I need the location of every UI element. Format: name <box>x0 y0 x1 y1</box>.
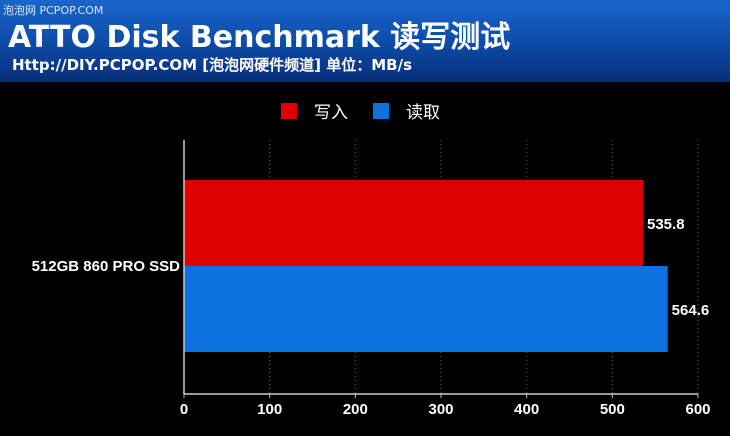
legend: 写入 读取 <box>281 103 440 123</box>
axes <box>183 140 699 398</box>
x-tick-label: 100 <box>257 401 282 418</box>
chart-header: 泡泡网 PCPOP.COM ATTO Disk Benchmark 读写测试 H… <box>0 0 730 82</box>
bar-value-label: 535.8 <box>647 216 685 233</box>
legend-swatch <box>373 103 389 119</box>
watermark: 泡泡网 PCPOP.COM <box>3 4 104 17</box>
chart-subtitle: Http://DIY.PCPOP.COM [泡泡网硬件频道] 单位：MB/s <box>12 56 412 74</box>
legend-label: 读取 <box>406 103 440 123</box>
x-tick-label: 500 <box>600 401 625 418</box>
x-tick-label: 0 <box>180 401 188 418</box>
legend-swatch <box>281 103 297 119</box>
legend-label: 写入 <box>314 103 348 123</box>
bar-write <box>184 180 644 266</box>
x-tick-label: 200 <box>343 401 368 418</box>
bar-value-label: 564.6 <box>672 302 710 319</box>
bar-read <box>184 266 668 352</box>
labels: 0 100 200 300 400 500 600 535.8 564.6 512GB 860 P… <box>32 216 711 418</box>
bars <box>184 180 668 352</box>
category-label: 512GB 860 PRO SSD <box>32 258 181 275</box>
x-tick-label: 400 <box>514 401 539 418</box>
chart-title: ATTO Disk Benchmark 读写测试 <box>8 20 511 55</box>
x-tick-label: 300 <box>428 401 453 418</box>
x-tick-label: 600 <box>685 401 710 418</box>
